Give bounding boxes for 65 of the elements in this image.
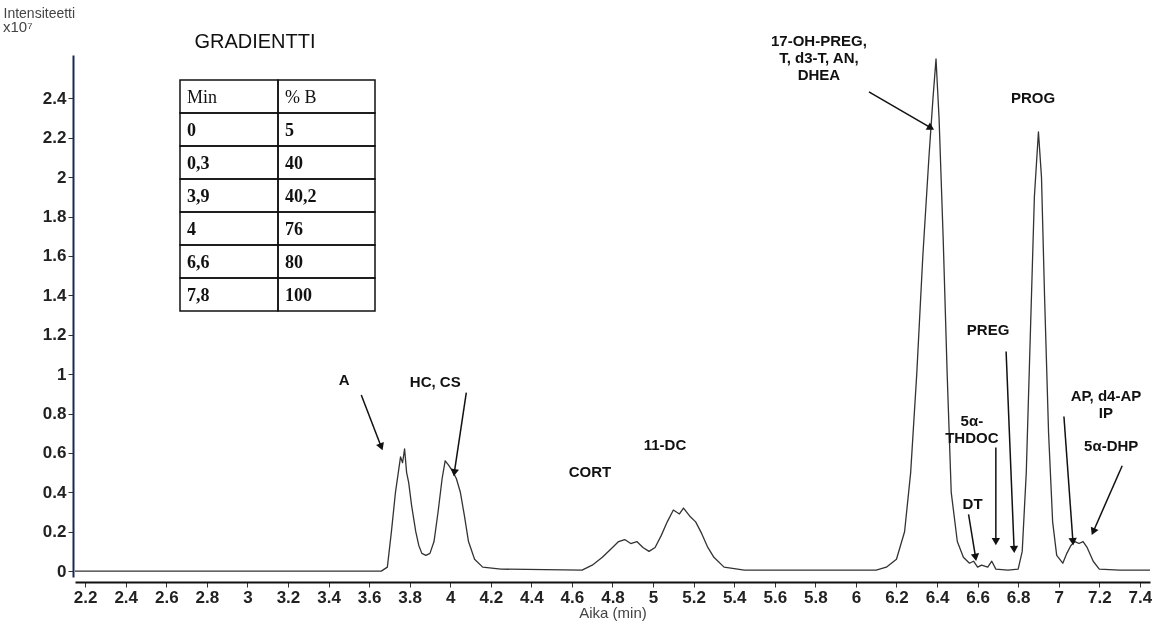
y-tick-label: 1 bbox=[57, 364, 67, 384]
x-tick-label: 5.6 bbox=[763, 587, 788, 607]
x-tick-label: 5.8 bbox=[804, 587, 828, 607]
y-axis-title: Intensiteetti bbox=[3, 4, 76, 21]
y-tick-label: 1.6 bbox=[42, 246, 67, 266]
annotation: 100 bbox=[285, 284, 312, 305]
annotation: PREG bbox=[966, 321, 1010, 339]
x-tick-label: 3.2 bbox=[276, 587, 301, 607]
y-tick-label: 0.2 bbox=[42, 522, 67, 542]
x-tick-label: 2.2 bbox=[73, 587, 98, 607]
x-tick-label: 5.4 bbox=[722, 587, 748, 607]
y-tick-label: 2.2 bbox=[42, 128, 67, 148]
annotation: 17-OH-PREG, T, d3-T, AN, DHEA bbox=[771, 31, 867, 83]
x-tick-label: 3.8 bbox=[398, 587, 422, 607]
x-tick-label: 7.2 bbox=[1087, 587, 1112, 607]
y-tick-label: 0 bbox=[57, 561, 67, 581]
y-tick-label: 0.6 bbox=[42, 443, 67, 463]
annotation: 3,9 bbox=[187, 185, 210, 206]
y-tick-label: 1.8 bbox=[42, 207, 67, 227]
annotation: A bbox=[338, 370, 350, 388]
annotation: 7,8 bbox=[187, 284, 210, 305]
x-tick-label: 4.2 bbox=[479, 587, 504, 607]
annotation: 0,3 bbox=[187, 152, 210, 173]
annotation: 5α-DHP bbox=[1084, 436, 1139, 454]
x-tick-label: 7.4 bbox=[1128, 587, 1152, 607]
x-tick-label: 2.8 bbox=[195, 587, 220, 607]
annotation: Min bbox=[187, 86, 218, 107]
x-tick-label: 2.6 bbox=[154, 587, 179, 607]
x-tick-label: 3 bbox=[243, 587, 253, 607]
annotation: PROG bbox=[1010, 89, 1056, 106]
text: x10⁷ bbox=[3, 18, 33, 35]
x-tick-label: 7 bbox=[1054, 587, 1064, 607]
annotation: 80 bbox=[285, 251, 303, 272]
x-tick-label: 5.2 bbox=[682, 587, 706, 607]
annotation: 11-DC bbox=[643, 436, 687, 453]
annotation: HC, CS bbox=[409, 372, 461, 390]
annotation: DT bbox=[962, 495, 983, 513]
y-tick-label: 1.2 bbox=[42, 325, 67, 345]
annotation: AP, d4-AP IP bbox=[1070, 386, 1142, 421]
x-tick-label: 3.6 bbox=[357, 587, 382, 607]
y-tick-label: 0.4 bbox=[42, 482, 68, 502]
annotation: 76 bbox=[285, 218, 303, 239]
x-tick-label: 3.4 bbox=[317, 587, 342, 607]
annotation: 6,6 bbox=[187, 251, 210, 272]
annotation: % B bbox=[285, 86, 317, 107]
annotation: 40,2 bbox=[285, 185, 317, 206]
annotation: 4 bbox=[187, 218, 196, 239]
x-tick-label: 6.4 bbox=[925, 587, 950, 607]
annotation: CORT bbox=[568, 463, 612, 480]
annotation: 0 bbox=[187, 119, 196, 140]
x-tick-label: 6.6 bbox=[966, 587, 990, 607]
y-tick-label: 2.4 bbox=[42, 88, 68, 108]
x-tick-label: 4.4 bbox=[520, 587, 545, 607]
x-tick-label: 6.2 bbox=[885, 587, 909, 607]
x-tick-label: 6.8 bbox=[1006, 587, 1031, 607]
x-tick-label: 6 bbox=[851, 587, 862, 607]
x-tick-label: 5 bbox=[648, 587, 659, 607]
text: GRADIENTTI bbox=[194, 30, 316, 52]
y-tick-label: 1.4 bbox=[42, 285, 68, 305]
y-tick-label: 2 bbox=[57, 167, 67, 187]
x-tick-label: 4 bbox=[446, 587, 456, 607]
annotation: 40 bbox=[285, 152, 303, 173]
annotation: 5 bbox=[285, 119, 294, 140]
y-tick-label: 0.8 bbox=[42, 404, 67, 424]
x-tick-label: 2.4 bbox=[114, 587, 139, 607]
